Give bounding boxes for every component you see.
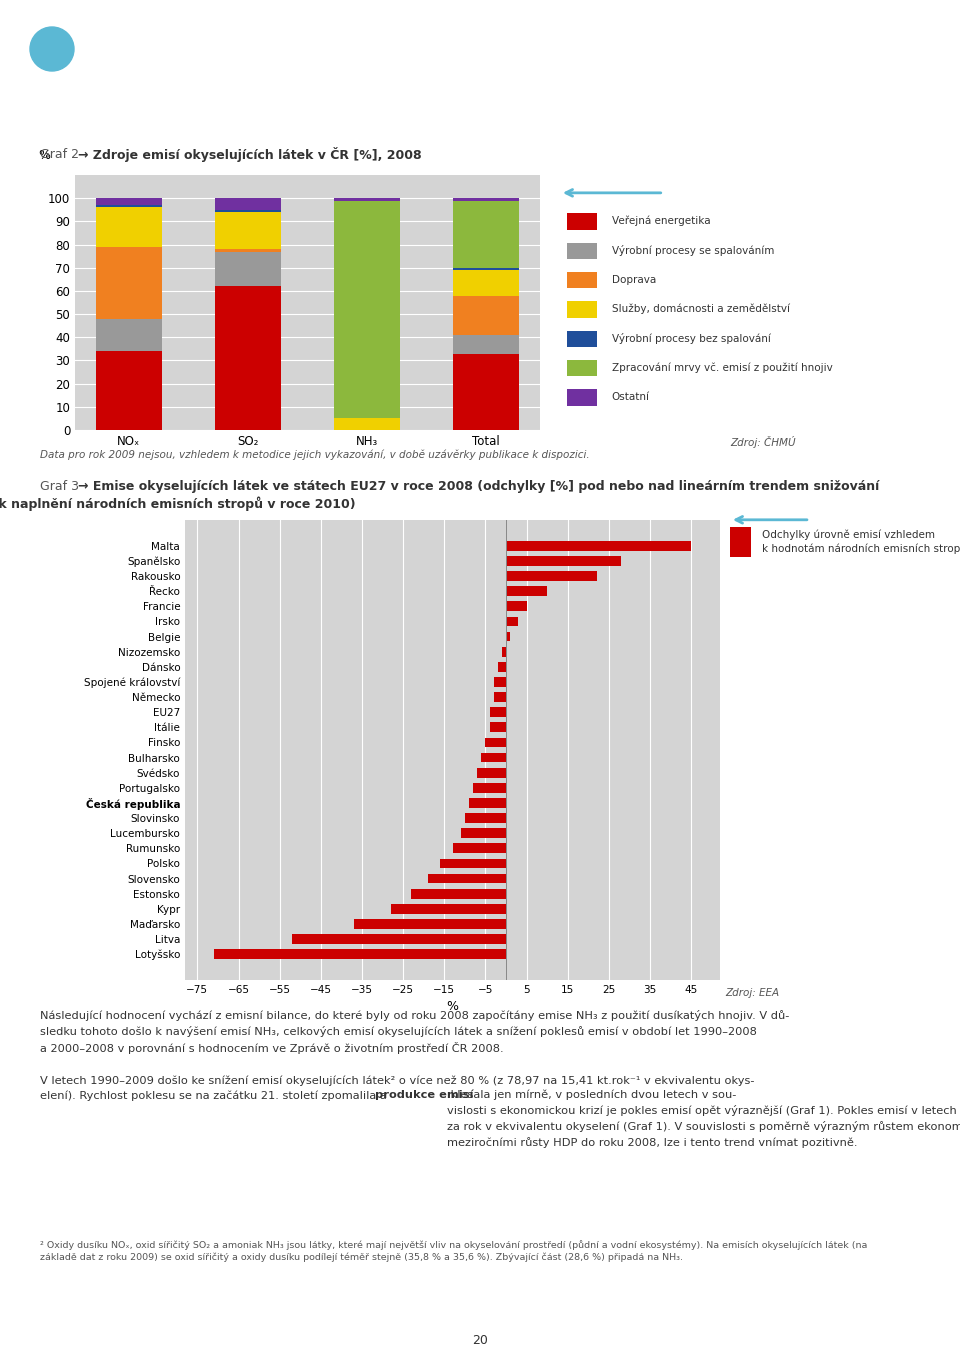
Text: Ostatní: Ostatní	[612, 392, 650, 402]
Text: Výrobní procesy bez spalování: Výrobní procesy bez spalování	[612, 333, 771, 344]
Text: Doprava: Doprava	[612, 274, 656, 285]
Bar	[453, 201, 518, 268]
Bar	[96, 205, 161, 208]
Bar	[502, 646, 506, 657]
FancyBboxPatch shape	[13, 10, 91, 88]
Bar	[215, 249, 280, 251]
Bar	[506, 555, 621, 566]
Text: Graf 2: Graf 2	[40, 148, 83, 162]
Text: Veřejná energetika: Veřejná energetika	[612, 216, 710, 227]
Bar	[506, 572, 596, 581]
Bar	[567, 330, 597, 348]
Bar	[292, 934, 506, 944]
Bar	[481, 752, 506, 762]
Text: → Zdroje emisí okyselujících látek v ČR [%], 2008: → Zdroje emisí okyselujících látek v ČR …	[78, 148, 421, 163]
Bar	[453, 296, 518, 335]
Bar	[486, 737, 506, 747]
Bar	[506, 617, 518, 626]
Bar	[493, 678, 506, 687]
Bar	[567, 272, 597, 288]
Bar	[567, 243, 597, 259]
Bar	[453, 335, 518, 353]
Bar	[473, 784, 506, 793]
Bar	[453, 198, 518, 201]
Bar	[469, 799, 506, 808]
Bar	[334, 198, 399, 201]
Bar	[498, 661, 506, 672]
Bar	[506, 602, 527, 611]
X-axis label: %: %	[446, 1001, 459, 1013]
Bar	[96, 247, 161, 319]
Bar	[567, 301, 597, 318]
Bar	[334, 418, 399, 430]
Bar	[567, 213, 597, 230]
Bar	[96, 319, 161, 352]
Bar	[391, 904, 506, 914]
Bar	[215, 212, 280, 249]
Text: ² Oxidy dusíku NOₓ, oxid sířičitý SO₂ a amoniak NH₃ jsou látky, které mají nejvě: ² Oxidy dusíku NOₓ, oxid sířičitý SO₂ a …	[40, 1240, 868, 1263]
Bar	[215, 198, 280, 209]
Bar	[567, 390, 597, 406]
Text: %: %	[37, 149, 50, 162]
Circle shape	[30, 27, 74, 71]
Bar	[96, 198, 161, 205]
Text: Zdroj: EEA: Zdroj: EEA	[725, 989, 780, 998]
Bar	[567, 360, 597, 376]
Bar	[493, 693, 506, 702]
Bar	[490, 722, 506, 732]
Bar	[96, 352, 161, 430]
Bar	[730, 527, 751, 557]
Bar	[353, 919, 506, 929]
Text: Odchylky úrovně emisí vzhledem
k hodnotám národních emisních stropů: Odchylky úrovně emisí vzhledem k hodnotá…	[761, 530, 960, 554]
Text: V letech 1990–2009 došlo ke snížení emisí okyselujících látek² o více než 80 % (: V letech 1990–2009 došlo ke snížení emis…	[40, 1076, 755, 1101]
Text: Výrobní procesy se spalováním: Výrobní procesy se spalováním	[612, 244, 774, 255]
Bar	[215, 209, 280, 212]
Bar	[453, 353, 518, 430]
Text: emisí směřujícím k naplnění národních emisních stropů v roce 2010): emisí směřujícím k naplnění národních em…	[0, 496, 356, 511]
Text: Zdroj: ČHMÚ: Zdroj: ČHMÚ	[730, 436, 796, 448]
Bar	[215, 251, 280, 287]
Bar	[428, 873, 506, 884]
Bar	[334, 201, 399, 418]
Bar	[477, 767, 506, 778]
Bar	[506, 587, 547, 596]
Bar	[506, 631, 510, 641]
Bar	[490, 708, 506, 717]
Text: Graf 3: Graf 3	[40, 479, 83, 493]
Bar	[453, 270, 518, 296]
Bar	[461, 828, 506, 838]
Text: produkce emisí: produkce emisí	[375, 1090, 473, 1100]
Bar	[440, 858, 506, 868]
Bar	[411, 888, 506, 899]
Bar	[452, 843, 506, 853]
Bar	[214, 949, 506, 959]
Text: 20: 20	[472, 1334, 488, 1347]
Text: klesala jen mírně, v posledních dvou letech v sou-
vislosti s ekonomickou krizí : klesala jen mírně, v posledních dvou let…	[447, 1090, 960, 1149]
Text: Ovzduší a klima: Ovzduší a klima	[105, 33, 426, 67]
Text: Služby, domácnosti a zemědělství: Služby, domácnosti a zemědělství	[612, 304, 790, 314]
Text: Následující hodnocení vychází z emisní bilance, do které byly od roku 2008 započ: Následující hodnocení vychází z emisní b…	[40, 1010, 789, 1054]
Text: Zpracování mrvy vč. emisí z použití hnojiv: Zpracování mrvy vč. emisí z použití hnoj…	[612, 363, 832, 373]
Text: → Emise okyselujících látek ve státech EU27 v roce 2008 (odchylky [%] pod nebo n: → Emise okyselujících látek ve státech E…	[78, 479, 879, 493]
Bar	[215, 287, 280, 430]
Text: Data pro rok 2009 nejsou, vzhledem k metodice jejich vykazování, v době uzávěrky: Data pro rok 2009 nejsou, vzhledem k met…	[40, 449, 589, 460]
Bar	[465, 813, 506, 823]
Bar	[453, 268, 518, 270]
Bar	[506, 540, 691, 551]
Bar	[96, 208, 161, 247]
